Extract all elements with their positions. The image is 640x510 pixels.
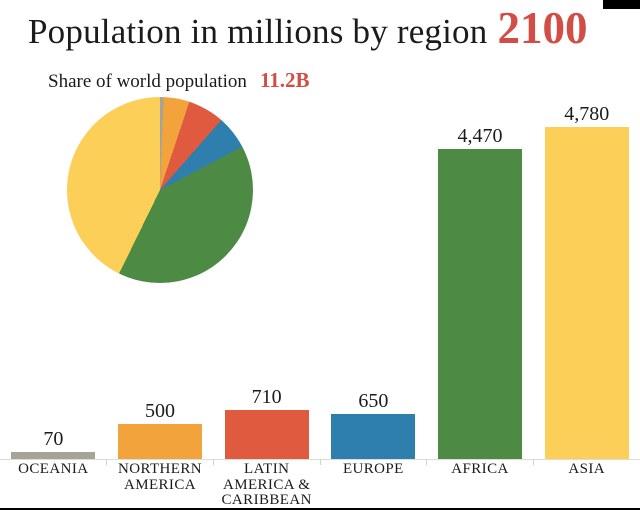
bar-chart: 70 500 710 650 4,470 4,780 bbox=[0, 103, 640, 459]
axis-tick bbox=[106, 459, 107, 465]
bar-value-label: 500 bbox=[145, 400, 175, 422]
bar-europe bbox=[331, 414, 416, 459]
bar-column-latin-america: 710 bbox=[213, 386, 320, 459]
bar-northern-america bbox=[118, 424, 202, 459]
bar-latin-america bbox=[224, 410, 309, 459]
bar-column-oceania: 70 bbox=[0, 428, 107, 459]
category-label-europe: EUROPE bbox=[342, 461, 404, 477]
bar-value-label: 710 bbox=[251, 386, 282, 408]
pie-chart bbox=[67, 97, 253, 283]
bottom-border-line bbox=[0, 508, 640, 510]
pie-header: Share of world population 11.2B bbox=[48, 68, 310, 93]
category-label-oceania: OCEANIA bbox=[18, 461, 89, 477]
bar-asia bbox=[544, 127, 629, 459]
bar-africa bbox=[438, 149, 523, 459]
bar-value-label: 4,470 bbox=[457, 125, 503, 147]
category-label-northern-america: NORTHERN AMERICA bbox=[118, 461, 202, 493]
bar-column-europe: 650 bbox=[320, 390, 427, 459]
bar-value-label: 70 bbox=[43, 428, 64, 450]
page-title: Population in millions by region 2100 bbox=[28, 2, 587, 54]
bar-value-label: 4,780 bbox=[564, 103, 610, 125]
category-label-africa: AFRICA bbox=[451, 461, 509, 477]
bar-column-northern-america: 500 bbox=[107, 400, 214, 459]
year-label: 2100 bbox=[497, 3, 588, 53]
axis-tick bbox=[320, 459, 321, 465]
category-label-latin-america: LATIN AMERICA & CARIBBEAN bbox=[221, 461, 312, 508]
bar-column-africa: 4,470 bbox=[427, 125, 534, 459]
category-label-asia: ASIA bbox=[568, 461, 605, 477]
title-text: Population in millions by region bbox=[28, 12, 488, 51]
bar-value-label: 650 bbox=[358, 390, 389, 412]
pie-title: Share of world population bbox=[48, 71, 247, 92]
axis-tick bbox=[533, 459, 534, 465]
category-labels: OCEANIA NORTHERN AMERICA LATIN AMERICA &… bbox=[0, 461, 640, 509]
bar-oceania bbox=[11, 452, 96, 459]
top-right-black-box bbox=[603, 0, 640, 9]
axis-tick bbox=[213, 459, 214, 465]
axis-tick bbox=[426, 459, 427, 465]
world-total-label: 11.2B bbox=[259, 68, 310, 92]
bar-column-asia: 4,780 bbox=[533, 103, 640, 459]
